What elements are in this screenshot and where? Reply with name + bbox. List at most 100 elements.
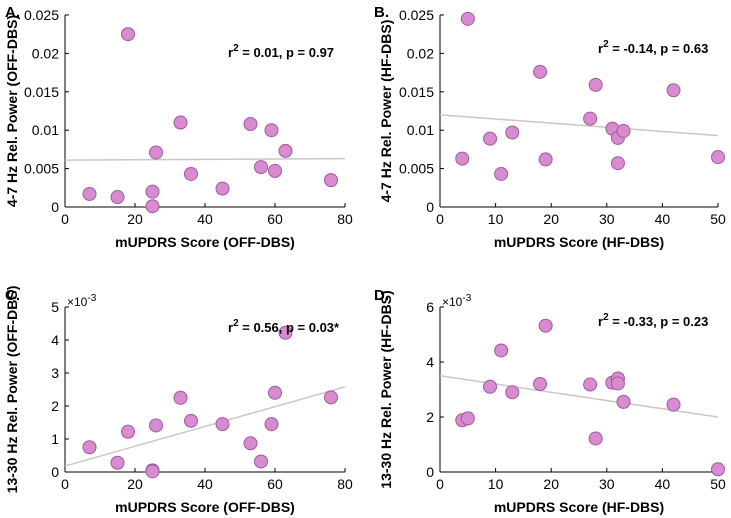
panel-label: B.: [374, 4, 389, 21]
data-point: [184, 413, 198, 428]
data-point: [583, 111, 598, 126]
y-axis-exponent-label: ×10-3: [67, 293, 97, 309]
data-point: [483, 379, 498, 394]
x-tick-label: 0: [61, 211, 69, 227]
x-tick-label: 80: [337, 476, 353, 492]
y-axis-label: 13-30 Hz Rel. Power (OFF-DBS): [4, 286, 20, 494]
data-point: [494, 343, 509, 358]
panel-label: A.: [5, 4, 20, 21]
y-tick-label: 2: [51, 398, 59, 414]
y-tick-label: 1: [51, 431, 59, 447]
data-point: [145, 184, 160, 199]
data-point: [110, 190, 125, 205]
data-point: [666, 397, 681, 412]
chart-panel-b: 0 10 20 30 40 50 0 0.005 0.01 0.015 0.02 0.025 B. r2 …: [374, 4, 726, 250]
data-point: [455, 151, 470, 166]
data-point: [588, 431, 603, 446]
x-tick-label: 50: [710, 476, 726, 492]
regression-line: [64, 157, 346, 161]
y-tick-label: 0: [426, 464, 434, 480]
y-tick-label: 0: [426, 199, 434, 215]
y-tick-label: 0.01: [32, 122, 59, 138]
x-tick-label: 20: [127, 211, 143, 227]
data-point: [82, 186, 97, 201]
data-point: [121, 424, 135, 439]
y-tick-label: 4: [426, 354, 434, 370]
data-point: [184, 166, 198, 181]
x-tick-label: 30: [599, 476, 615, 492]
x-tick-label: 0: [61, 476, 69, 492]
x-tick-label: 20: [127, 476, 143, 492]
y-tick-label: 0.02: [32, 45, 59, 61]
y-tick-label: 0.025: [24, 7, 59, 23]
y-tick-label: 0.005: [399, 161, 434, 177]
x-tick-label: 60: [267, 211, 283, 227]
chart-panel-c: 0 20 40 60 80 0 1 2 3 4 5 ×10-3 C. r2 = 0.56, p = 0.0…: [4, 286, 353, 515]
data-point: [82, 440, 97, 455]
data-point: [268, 163, 282, 178]
data-point: [538, 152, 553, 167]
y-tick-label: 0: [51, 199, 59, 215]
x-tick-label: 0: [436, 211, 444, 227]
y-tick-label: 0.025: [399, 7, 434, 23]
data-point: [460, 411, 475, 426]
regression-line: [439, 114, 719, 137]
x-tick-label: 50: [710, 211, 726, 227]
data-point: [145, 199, 160, 214]
y-tick-label: 6: [426, 299, 434, 315]
x-tick-label: 0: [436, 476, 444, 492]
data-point: [324, 390, 338, 405]
y-axis-label: 4-7 Hz Rel. Power (HF-DBS): [378, 20, 394, 203]
stats-annotation: r2 = -0.14, p = 0.63: [598, 39, 708, 56]
y-tick-label: 0.015: [399, 84, 434, 100]
data-point: [610, 376, 625, 391]
data-point: [278, 325, 293, 340]
chart-panel-d: 0 10 20 30 40 50 0 2 4 6 ×10-3 D. r2 = -0.33, p = 0.…: [374, 287, 726, 515]
panel-label: D.: [374, 287, 389, 304]
data-point: [533, 377, 548, 391]
x-tick-label: 30: [599, 211, 615, 227]
x-tick-label: 40: [197, 211, 213, 227]
data-point: [243, 117, 258, 132]
y-axis-label: 13-30 Hz Rel. Power (HF-DBS): [378, 290, 394, 488]
data-point: [711, 150, 725, 165]
y-tick-label: 0.005: [24, 161, 59, 177]
data-point: [278, 143, 293, 158]
data-point: [538, 318, 553, 333]
data-point: [711, 462, 725, 477]
stats-annotation: r2 = 0.56, p = 0.03*: [228, 318, 340, 335]
x-tick-label: 40: [655, 476, 671, 492]
y-tick-label: 0.015: [24, 84, 59, 100]
x-axis-label: mUPDRS Score (HF-DBS): [494, 499, 664, 515]
x-axis-label: mUPDRS Score (OFF-DBS): [115, 499, 295, 515]
data-point: [215, 417, 230, 432]
x-tick-label: 20: [543, 476, 559, 492]
data-point: [666, 83, 681, 98]
data-point: [254, 160, 268, 175]
data-point: [616, 123, 631, 138]
data-point: [264, 417, 279, 432]
y-tick-label: 4: [51, 332, 59, 348]
data-point: [173, 390, 188, 405]
data-point: [505, 125, 520, 140]
data-point: [145, 464, 160, 479]
y-tick-label: 2: [426, 409, 434, 425]
data-point: [173, 115, 188, 130]
x-tick-label: 40: [197, 476, 213, 492]
regression-line: [64, 386, 346, 467]
data-point: [121, 27, 135, 42]
data-point: [616, 394, 631, 409]
y-tick-label: 5: [51, 299, 59, 315]
x-tick-label: 60: [267, 476, 283, 492]
data-point: [149, 418, 163, 433]
data-point: [494, 166, 509, 181]
data-point: [588, 77, 603, 92]
data-point: [533, 64, 548, 79]
data-point: [610, 156, 625, 171]
data-point: [460, 11, 475, 26]
x-tick-label: 20: [543, 211, 559, 227]
y-tick-label: 0.01: [407, 122, 434, 138]
data-point: [268, 385, 282, 400]
